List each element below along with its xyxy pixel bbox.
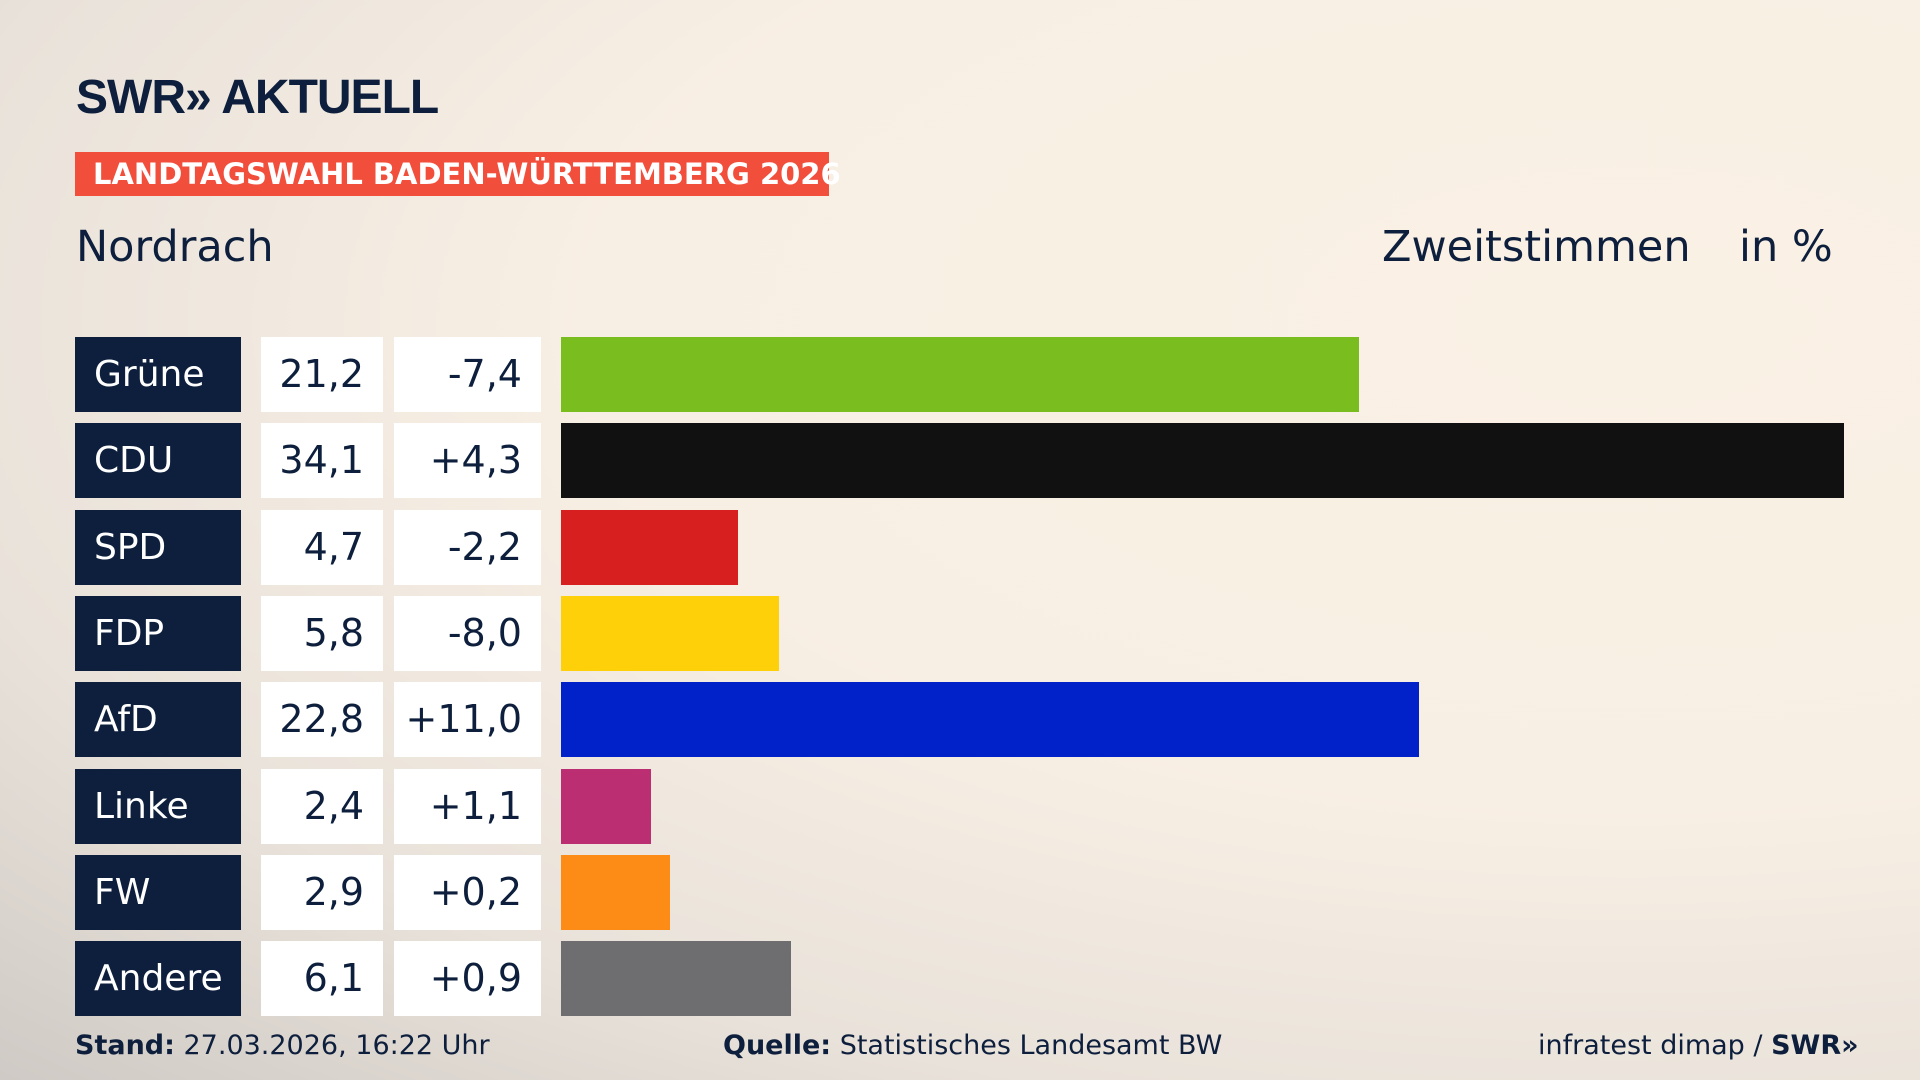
value-label: 2,4 [261,768,383,844]
change-label: -7,4 [394,337,541,412]
bar [561,423,1844,499]
footer-credit: infratest dimap / SWR» [1538,1030,1859,1061]
swr-aktuell-logo: SWR» AKTUELL [76,71,439,124]
party-row: AfD 22,8 +11,0 [0,682,1920,758]
source-label: Quelle: [723,1030,832,1061]
footer-source: Quelle: Statistisches Landesamt BW [723,1030,1222,1061]
value-label: 4,7 [261,509,383,585]
value-label: 21,2 [261,337,383,412]
party-row: Andere 6,1 +0,9 [0,941,1920,1017]
party-row: CDU 34,1 +4,3 [0,423,1920,499]
source-value: Statistisches Landesamt BW [831,1030,1223,1061]
party-label: AfD [75,682,241,758]
stand-label: Stand: [75,1030,175,1061]
credit-text: infratest dimap / [1538,1030,1772,1061]
party-label: SPD [75,509,241,585]
change-label: +4,3 [394,423,541,499]
stand-value: 27.03.2026, 16:22 Uhr [174,1030,490,1061]
value-label: 34,1 [261,423,383,499]
bar [561,854,671,930]
change-label: +1,1 [394,768,541,844]
party-label: FDP [75,595,241,671]
change-label: +11,0 [394,682,541,758]
value-label: 6,1 [261,941,383,1017]
change-label: +0,2 [394,854,541,930]
footer-stand: Stand: 27.03.2026, 16:22 Uhr [75,1030,490,1061]
metric-label: Zweitstimmen [1382,222,1691,272]
swr-logo: SWR» [1771,1030,1859,1061]
bar [561,595,780,671]
change-label: -8,0 [394,595,541,671]
party-label: FW [75,854,241,930]
value-label: 22,8 [261,682,383,758]
party-label: Linke [75,768,241,844]
bar [561,509,738,585]
party-label: CDU [75,423,241,499]
region-title: Nordrach [76,222,274,272]
value-label: 5,8 [261,595,383,671]
bar [561,941,791,1017]
party-row: SPD 4,7 -2,2 [0,509,1920,585]
party-row: Grüne 21,2 -7,4 [0,337,1920,412]
bar [561,337,1359,412]
bar [561,682,1419,758]
unit-label: in % [1739,222,1833,272]
party-label: Grüne [75,337,241,412]
party-row: FDP 5,8 -8,0 [0,595,1920,671]
change-label: -2,2 [394,509,541,585]
party-label: Andere [75,941,241,1017]
bar [561,768,652,844]
party-row: Linke 2,4 +1,1 [0,768,1920,844]
value-label: 2,9 [261,854,383,930]
change-label: +0,9 [394,941,541,1017]
election-banner: LANDTAGSWAHL BADEN-WÜRTTEMBERG 2026 [75,152,841,196]
party-row: FW 2,9 +0,2 [0,854,1920,930]
